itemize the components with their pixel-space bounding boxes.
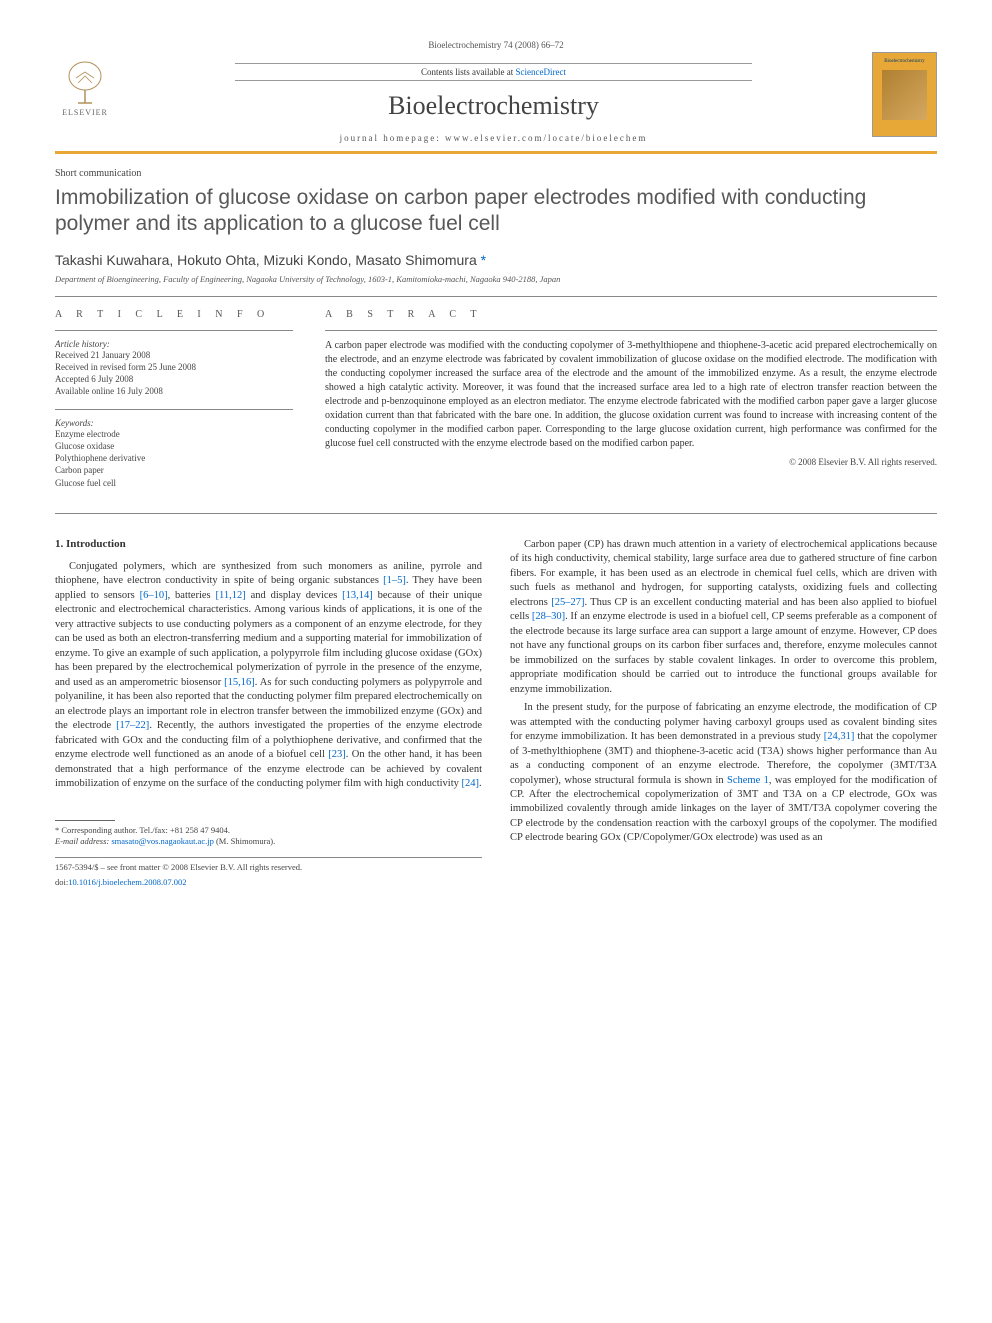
authors-list: Takashi Kuwahara, Hokuto Ohta, Mizuki Ko… bbox=[55, 252, 481, 268]
body-columns: 1. Introduction Conjugated polymers, whi… bbox=[55, 538, 937, 888]
cover-title: Bioelectrochemistry bbox=[884, 59, 925, 64]
header-bar: ELSEVIER Contents lists available at Sci… bbox=[55, 52, 937, 143]
doi-line: doi:10.1016/j.bioelechem.2008.07.002 bbox=[55, 877, 482, 888]
email-label: E-mail address: bbox=[55, 836, 111, 846]
homepage-label: journal homepage: bbox=[340, 133, 445, 143]
sciencedirect-link[interactable]: ScienceDirect bbox=[516, 67, 566, 77]
contents-available: Contents lists available at ScienceDirec… bbox=[235, 63, 752, 81]
body-paragraph: Conjugated polymers, which are synthesiz… bbox=[55, 560, 482, 792]
email-footnote: E-mail address: smasato@vos.nagaokaut.ac… bbox=[55, 836, 482, 847]
citation-link[interactable]: [15,16] bbox=[224, 677, 255, 688]
affiliation: Department of Bioengineering, Faculty of… bbox=[55, 274, 937, 284]
journal-header-center: Contents lists available at ScienceDirec… bbox=[115, 52, 872, 143]
keyword: Glucose oxidase bbox=[55, 440, 293, 452]
journal-cover-thumbnail: Bioelectrochemistry bbox=[872, 52, 937, 137]
info-rule bbox=[55, 409, 293, 410]
body-text-span: . If an enzyme electrode is used in a bi… bbox=[510, 611, 937, 694]
body-column-left: 1. Introduction Conjugated polymers, whi… bbox=[55, 538, 482, 888]
article-info-head: A R T I C L E I N F O bbox=[55, 309, 293, 320]
bottom-rule bbox=[55, 857, 482, 858]
scheme-link[interactable]: Scheme 1 bbox=[727, 775, 769, 786]
history-line: Received 21 January 2008 bbox=[55, 349, 293, 361]
keyword: Glucose fuel cell bbox=[55, 477, 293, 489]
body-text-span: because of their unique electronic and e… bbox=[55, 590, 482, 688]
keywords-block: Keywords: Enzyme electrode Glucose oxida… bbox=[55, 418, 293, 489]
elsevier-tree-icon bbox=[60, 58, 110, 108]
email-tail: (M. Shimomura). bbox=[214, 836, 275, 846]
abstract-rule bbox=[325, 330, 937, 331]
citation-link[interactable]: [13,14] bbox=[342, 590, 373, 601]
article-title: Immobilization of glucose oxidase on car… bbox=[55, 185, 937, 238]
abstract-copyright: © 2008 Elsevier B.V. All rights reserved… bbox=[325, 457, 937, 467]
accent-rule bbox=[55, 151, 937, 154]
corresponding-star: * bbox=[481, 252, 486, 268]
history-label: Article history: bbox=[55, 339, 293, 349]
body-text-span: . bbox=[479, 778, 482, 789]
history-line: Available online 16 July 2008 bbox=[55, 385, 293, 397]
cover-image-placeholder bbox=[882, 70, 927, 120]
abstract-text: A carbon paper electrode was modified wi… bbox=[325, 339, 937, 451]
body-text-span: and display devices bbox=[246, 590, 342, 601]
article-history: Article history: Received 21 January 200… bbox=[55, 339, 293, 398]
issn-line: 1567-5394/$ – see front matter © 2008 El… bbox=[55, 862, 482, 873]
body-paragraph: Carbon paper (CP) has drawn much attenti… bbox=[510, 538, 937, 697]
journal-name: Bioelectrochemistry bbox=[115, 91, 872, 121]
rule-bottom bbox=[55, 513, 937, 514]
article-type: Short communication bbox=[55, 168, 937, 179]
article-info-column: A R T I C L E I N F O Article history: R… bbox=[55, 309, 293, 501]
journal-homepage: journal homepage: www.elsevier.com/locat… bbox=[115, 133, 872, 143]
contents-available-text: Contents lists available at bbox=[421, 67, 515, 77]
history-line: Accepted 6 July 2008 bbox=[55, 373, 293, 385]
authors: Takashi Kuwahara, Hokuto Ohta, Mizuki Ko… bbox=[55, 252, 937, 268]
journal-citation: Bioelectrochemistry 74 (2008) 66–72 bbox=[55, 40, 937, 50]
abstract-head: A B S T R A C T bbox=[325, 309, 937, 320]
doi-link[interactable]: 10.1016/j.bioelechem.2008.07.002 bbox=[68, 877, 186, 887]
footnote-rule bbox=[55, 820, 115, 821]
history-line: Received in revised form 25 June 2008 bbox=[55, 361, 293, 373]
citation-link[interactable]: [24] bbox=[462, 778, 480, 789]
keywords-label: Keywords: bbox=[55, 418, 293, 428]
page: Bioelectrochemistry 74 (2008) 66–72 ELSE… bbox=[0, 0, 992, 918]
citation-link[interactable]: [23] bbox=[328, 749, 346, 760]
info-rule bbox=[55, 330, 293, 331]
corresponding-author-footnote: * Corresponding author. Tel./fax: +81 25… bbox=[55, 825, 482, 836]
homepage-url: www.elsevier.com/locate/bioelechem bbox=[445, 133, 647, 143]
citation-link[interactable]: [28–30] bbox=[532, 611, 565, 622]
body-paragraph: In the present study, for the purpose of… bbox=[510, 701, 937, 846]
body-text-span: , batteries bbox=[168, 590, 216, 601]
section-heading: 1. Introduction bbox=[55, 538, 482, 550]
citation-link[interactable]: [6–10] bbox=[140, 590, 168, 601]
elsevier-label: ELSEVIER bbox=[62, 108, 108, 117]
keyword: Enzyme electrode bbox=[55, 428, 293, 440]
keyword: Carbon paper bbox=[55, 464, 293, 476]
citation-link[interactable]: [24,31] bbox=[824, 731, 855, 742]
citation-link[interactable]: [25–27] bbox=[551, 597, 584, 608]
abstract-column: A B S T R A C T A carbon paper electrode… bbox=[325, 309, 937, 501]
info-abstract-row: A R T I C L E I N F O Article history: R… bbox=[55, 297, 937, 513]
citation-link[interactable]: [11,12] bbox=[216, 590, 246, 601]
doi-label: doi: bbox=[55, 877, 68, 887]
body-column-right: Carbon paper (CP) has drawn much attenti… bbox=[510, 538, 937, 888]
email-link[interactable]: smasato@vos.nagaokaut.ac.jp bbox=[111, 836, 213, 846]
citation-link[interactable]: [1–5] bbox=[383, 575, 406, 586]
citation-link[interactable]: [17–22] bbox=[116, 720, 149, 731]
elsevier-logo: ELSEVIER bbox=[55, 52, 115, 122]
keyword: Polythiophene derivative bbox=[55, 452, 293, 464]
